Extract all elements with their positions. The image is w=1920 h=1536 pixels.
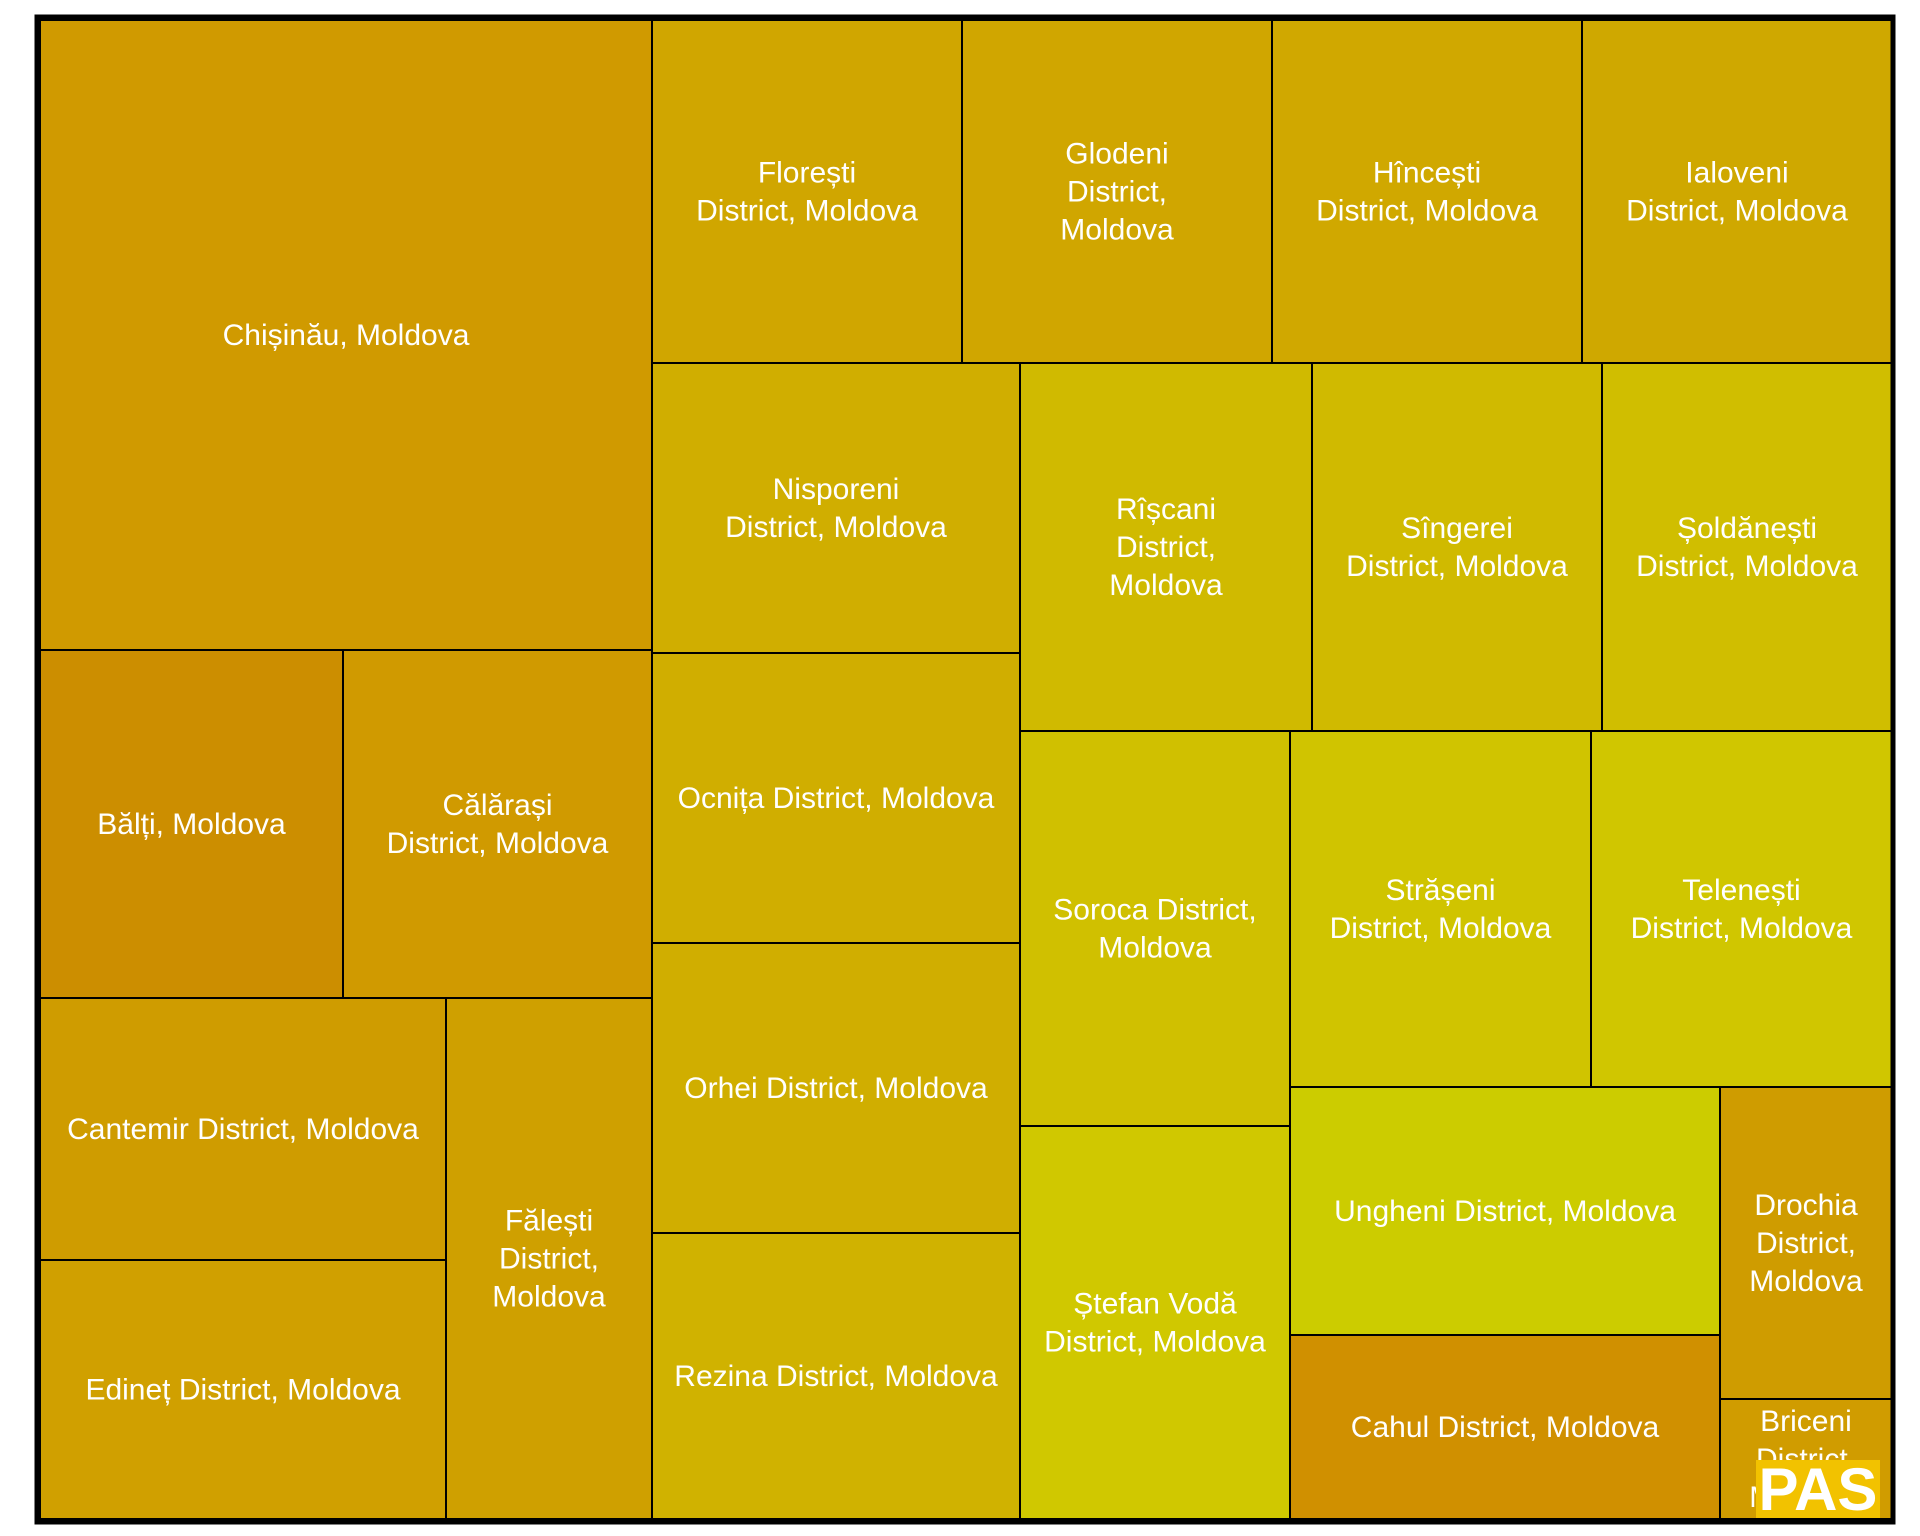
pas-logo-text: PAS bbox=[1759, 1456, 1878, 1523]
treemap-cell-rect[interactable] bbox=[39, 19, 653, 651]
treemap-cell-label: Moldova bbox=[1749, 1265, 1863, 1298]
treemap-cell-rect[interactable] bbox=[651, 942, 1021, 1234]
treemap-cell-label: Telenești bbox=[1682, 874, 1800, 907]
treemap-cell-label: District, bbox=[1116, 531, 1216, 564]
treemap-cell-rect[interactable] bbox=[39, 649, 344, 999]
treemap-cell-rect[interactable] bbox=[1601, 362, 1893, 732]
treemap-cell-rect[interactable] bbox=[1019, 730, 1291, 1127]
treemap-cell-label: Rîșcani bbox=[1116, 493, 1216, 526]
treemap-cell-soldanesti-district-moldova[interactable]: Șoldănești District, Moldova bbox=[1601, 362, 1893, 732]
treemap-cell-floresti-district-moldova[interactable]: Florești District, Moldova bbox=[651, 19, 963, 364]
treemap-cell-label: Ștefan Vodă bbox=[1073, 1288, 1237, 1321]
treemap-cell-rect[interactable] bbox=[651, 19, 963, 364]
treemap-cell-label: Hîncești bbox=[1373, 157, 1481, 190]
treemap-cell-glodeni-district-moldova[interactable]: Glodeni District, Moldova bbox=[961, 19, 1273, 364]
treemap-cell-label: District, Moldova bbox=[1346, 550, 1568, 583]
treemap-cell-label: District, Moldova bbox=[725, 511, 947, 544]
treemap-cell-hincesti-district-moldova[interactable]: Hîncești District, Moldova bbox=[1271, 19, 1583, 364]
treemap-cell-edinet-district-moldova[interactable]: Edineț District, Moldova bbox=[39, 1259, 447, 1520]
treemap-cell-label: Orhei District, Moldova bbox=[684, 1072, 988, 1105]
treemap-cell-rect[interactable] bbox=[1289, 730, 1592, 1088]
treemap-cell-nisporeni-district-moldova[interactable]: Nisporeni District, Moldova bbox=[651, 362, 1021, 654]
treemap-cell-label: Bălți, Moldova bbox=[97, 808, 286, 841]
treemap-cell-rect[interactable] bbox=[445, 997, 653, 1520]
treemap-cell-label: District, Moldova bbox=[1636, 550, 1858, 583]
treemap-cell-singerei-district-moldova[interactable]: Sîngerei District, Moldova bbox=[1311, 362, 1603, 732]
treemap-cell-calarasi-district-moldova[interactable]: Călărași District, Moldova bbox=[342, 649, 653, 999]
treemap-cell-label: Moldova bbox=[1060, 214, 1174, 247]
treemap-cell-cantemir-district-moldova[interactable]: Cantemir District, Moldova bbox=[39, 997, 447, 1261]
treemap-cell-drochia-district-moldova[interactable]: Drochia District, Moldova bbox=[1719, 1086, 1893, 1400]
treemap-cell-label: Moldova bbox=[1098, 932, 1212, 965]
treemap-cell-rect[interactable] bbox=[1311, 362, 1603, 732]
treemap-cell-label: Chișinău, Moldova bbox=[223, 319, 470, 352]
treemap-cell-label: Cahul District, Moldova bbox=[1351, 1411, 1660, 1444]
treemap-cell-riscani-district-moldova[interactable]: Rîșcani District, Moldova bbox=[1019, 362, 1313, 732]
treemap-cell-rezina-district-moldova[interactable]: Rezina District, Moldova bbox=[651, 1232, 1021, 1520]
treemap-cell-label: District, bbox=[1067, 176, 1167, 209]
treemap-cell-ialoveni-district-moldova[interactable]: Ialoveni District, Moldova bbox=[1581, 19, 1893, 364]
treemap-cell-label: Moldova bbox=[1109, 569, 1223, 602]
treemap-cell-label: District, Moldova bbox=[1330, 912, 1552, 945]
treemap-cell-cahul-district-moldova[interactable]: Cahul District, Moldova bbox=[1289, 1334, 1721, 1520]
treemap-cell-label: Nisporeni bbox=[773, 473, 900, 506]
treemap-cell-label: Rezina District, Moldova bbox=[674, 1360, 998, 1393]
treemap-cell-orhei-district-moldova[interactable]: Orhei District, Moldova bbox=[651, 942, 1021, 1234]
treemap-cell-label: Șoldănești bbox=[1677, 512, 1817, 545]
treemap-cell-falesti-district-moldova[interactable]: Fălești District, Moldova bbox=[445, 997, 653, 1520]
treemap-cell-label: District, Moldova bbox=[387, 827, 609, 860]
treemap-cell-soroca-district-moldova[interactable]: Soroca District, Moldova bbox=[1019, 730, 1291, 1127]
treemap-cell-rect[interactable] bbox=[342, 649, 653, 999]
treemap-cell-stefan-voda-district-moldova[interactable]: Ștefan Vodă District, Moldova bbox=[1019, 1125, 1291, 1520]
treemap-cell-rect[interactable] bbox=[1019, 362, 1313, 732]
treemap-cell-rect[interactable] bbox=[961, 19, 1273, 364]
treemap-cell-ungheni-district-moldova[interactable]: Ungheni District, Moldova bbox=[1289, 1086, 1721, 1336]
treemap-cell-rect[interactable] bbox=[39, 997, 447, 1261]
treemap-cell-label: District, Moldova bbox=[1044, 1326, 1266, 1359]
treemap-cell-label: District, Moldova bbox=[1626, 195, 1848, 228]
treemap-cell-rect[interactable] bbox=[1719, 1086, 1893, 1400]
treemap-cell-straseni-district-moldova[interactable]: Strășeni District, Moldova bbox=[1289, 730, 1592, 1088]
treemap-cell-label: Edineț District, Moldova bbox=[85, 1374, 400, 1407]
treemap-cell-label: District, Moldova bbox=[1316, 195, 1538, 228]
treemap-cell-balti-moldova[interactable]: Bălți, Moldova bbox=[39, 649, 344, 999]
treemap-cell-label: Strășeni bbox=[1385, 874, 1495, 907]
treemap-cell-label: District, Moldova bbox=[696, 195, 918, 228]
treemap-cell-rect[interactable] bbox=[651, 652, 1021, 944]
pas-logo-background bbox=[1756, 1460, 1880, 1518]
treemap-cell-label: Ocnița District, Moldova bbox=[678, 782, 995, 815]
treemap-cell-label: District, bbox=[1756, 1227, 1856, 1260]
pas-logo: PAS bbox=[1756, 1456, 1880, 1523]
treemap-cell-chisinau-moldova[interactable]: Chișinău, Moldova bbox=[39, 19, 653, 651]
treemap-cell-rect[interactable] bbox=[1581, 19, 1893, 364]
treemap-cell-rect[interactable] bbox=[1271, 19, 1583, 364]
treemap-cell-label: Ialoveni bbox=[1685, 157, 1788, 190]
treemap-cell-label: Drochia bbox=[1754, 1189, 1858, 1222]
treemap-cell-label: Ungheni District, Moldova bbox=[1334, 1195, 1676, 1228]
treemap-cell-rect[interactable] bbox=[1289, 1334, 1721, 1520]
treemap-cell-label: Sîngerei bbox=[1401, 512, 1513, 545]
treemap-cell-label: Florești bbox=[758, 157, 856, 190]
treemap-cell-label: District, Moldova bbox=[1631, 912, 1853, 945]
treemap-cell-ocnita-district-moldova[interactable]: Ocnița District, Moldova bbox=[651, 652, 1021, 944]
treemap-cell-label: Cantemir District, Moldova bbox=[67, 1113, 419, 1146]
treemap-cell-rect[interactable] bbox=[651, 1232, 1021, 1520]
treemap-cell-label: Moldova bbox=[492, 1281, 606, 1314]
treemap-cell-label: Fălești bbox=[505, 1205, 593, 1238]
treemap-cell-label: Briceni bbox=[1760, 1405, 1852, 1438]
treemap-cell-label: Călărași bbox=[442, 789, 552, 822]
treemap-cell-label: District, bbox=[499, 1243, 599, 1276]
treemap-cell-label: Glodeni bbox=[1065, 138, 1168, 171]
treemap-cell-label: Soroca District, bbox=[1053, 894, 1256, 927]
treemap-cell-rect[interactable] bbox=[1590, 730, 1893, 1088]
chart-frame bbox=[34, 14, 1896, 1525]
treemap-cell-rect[interactable] bbox=[651, 362, 1021, 654]
treemap-cell-rect[interactable] bbox=[1019, 1125, 1291, 1520]
treemap-cell-rect[interactable] bbox=[39, 1259, 447, 1520]
treemap-cell-telenesti-district-moldova[interactable]: Telenești District, Moldova bbox=[1590, 730, 1893, 1088]
